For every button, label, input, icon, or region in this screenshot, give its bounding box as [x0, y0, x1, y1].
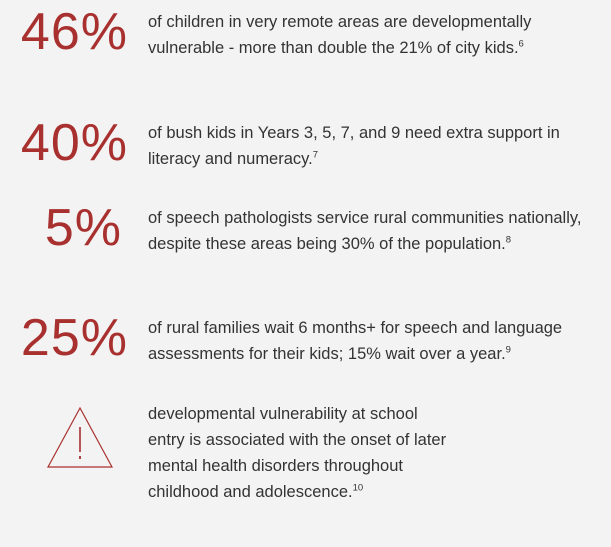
stat: 40%: [20, 114, 128, 172]
footnote: 9: [505, 344, 511, 356]
warning-triangle: [46, 406, 114, 468]
description: of rural families wait 6 months+ for spe…: [148, 319, 563, 363]
stat: 5%: [44, 199, 122, 257]
warning-icon: [46, 406, 114, 468]
footnote: 10: [352, 482, 364, 494]
stat-text: of rural families wait 6 months+ for spe…: [148, 315, 603, 367]
description: of speech pathologists service rural com…: [148, 209, 582, 253]
footnote: 8: [505, 234, 512, 246]
stat: 46%: [20, 3, 128, 61]
stat: 25%: [20, 309, 128, 367]
description: developmental vulnerability at school en…: [148, 405, 447, 501]
stat-text: of children in very remote areas are dev…: [148, 9, 603, 61]
description: of children in very remote areas are dev…: [148, 13, 532, 57]
description: of bush kids in Years 3, 5, 7, and 9 nee…: [148, 124, 560, 168]
footnote: 6: [518, 38, 524, 50]
footnote: 7: [312, 149, 319, 161]
stat-text: of speech pathologists service rural com…: [148, 205, 603, 257]
stat-text: of bush kids in Years 3, 5, 7, and 9 nee…: [148, 120, 603, 172]
warning-text: developmental vulnerability at school en…: [148, 401, 448, 505]
